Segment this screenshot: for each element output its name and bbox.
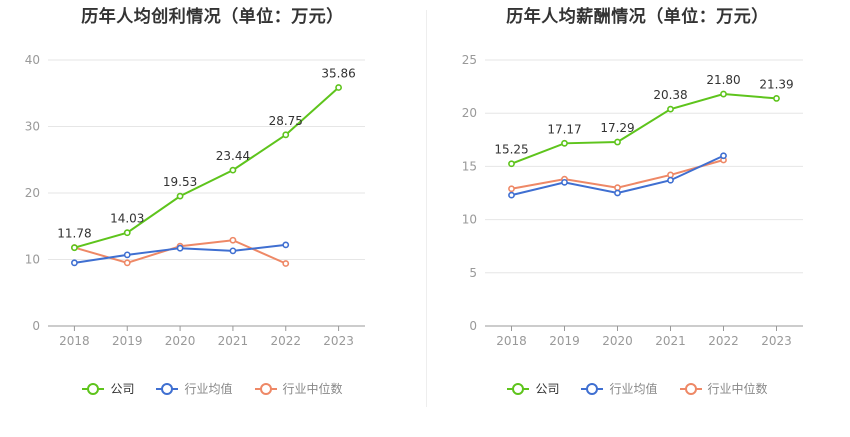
x-tick-label: 2018	[59, 334, 90, 348]
legend-swatch-icon	[254, 382, 277, 395]
data-label: 15.25	[494, 143, 528, 157]
data-label: 19.53	[163, 175, 197, 189]
data-point	[614, 184, 621, 192]
data-point	[176, 192, 184, 200]
data-point	[282, 260, 290, 267]
x-tick-label: 2018	[496, 334, 527, 348]
data-point	[614, 189, 621, 197]
legend-swatch-icon	[507, 382, 530, 395]
x-tick-label: 2019	[549, 334, 580, 348]
data-point	[561, 139, 568, 147]
data-label: 11.78	[57, 227, 91, 241]
y-tick-label: 10	[462, 213, 477, 227]
data-point	[614, 138, 621, 146]
x-tick-label: 2021	[655, 334, 686, 348]
legend-label: 行业中位数	[707, 382, 768, 396]
legend-dot	[259, 382, 272, 395]
data-point	[773, 95, 780, 102]
legend-swatch-icon	[82, 382, 105, 395]
data-label: 28.75	[269, 114, 303, 128]
data-point	[508, 160, 515, 168]
plot-area: 0 10 20 30 40 2018 2019 2020 2021 2022 2023 11.78 14…	[25, 53, 365, 348]
legend-dot	[87, 382, 100, 395]
y-tick-label: 0	[32, 319, 40, 333]
x-tick-label: 2023	[761, 334, 792, 348]
data-label: 21.80	[706, 73, 740, 87]
legend-dot	[512, 382, 525, 395]
legend: 公司 行业均值 行业中位数	[0, 380, 425, 397]
data-label: 20.38	[653, 88, 687, 102]
data-point	[282, 131, 290, 139]
data-label: 14.03	[110, 212, 144, 226]
x-tick-label: 2019	[112, 334, 143, 348]
y-tick-label: 5	[469, 266, 477, 280]
legend-label: 行业均值	[609, 382, 658, 396]
legend-label: 公司	[535, 382, 560, 396]
legend-item[interactable]: 公司	[507, 380, 559, 397]
x-tick-label: 2020	[602, 334, 633, 348]
data-point	[720, 90, 727, 98]
legend-swatch-icon	[156, 382, 179, 395]
data-point	[123, 229, 131, 237]
data-point	[229, 236, 237, 244]
y-tick-label: 30	[25, 120, 40, 134]
legend-label: 公司	[110, 382, 135, 396]
data-point	[508, 185, 515, 193]
legend-item[interactable]: 公司	[82, 380, 134, 397]
y-tick-label: 0	[469, 319, 477, 333]
data-point	[508, 191, 515, 199]
legend-label: 行业中位数	[282, 382, 343, 396]
legend-swatch-icon	[581, 382, 604, 395]
data-label: 21.39	[759, 77, 793, 91]
chart-salary-per-capita: 历年人均薪酬情况（单位：万元） 0 5 10 15 20 25 2018 2019 2020 20…	[425, 0, 850, 437]
data-label: 17.29	[600, 121, 634, 135]
data-point	[282, 241, 290, 249]
legend-item[interactable]: 行业均值	[156, 380, 233, 397]
panel-divider	[426, 10, 427, 407]
data-point	[123, 259, 131, 267]
data-label: 35.86	[321, 67, 355, 81]
chart-title: 历年人均创利情况（单位：万元）	[81, 7, 344, 27]
data-point	[229, 166, 237, 174]
data-point	[335, 84, 342, 91]
legend-dot	[684, 382, 697, 395]
data-point	[667, 171, 674, 179]
x-tick-label: 2020	[165, 334, 196, 348]
x-tick-label: 2022	[270, 334, 301, 348]
x-tick-label: 2021	[218, 334, 249, 348]
legend: 公司 行业均值 行业中位数	[425, 380, 850, 397]
x-tick-label: 2023	[323, 334, 354, 348]
y-tick-label: 25	[462, 53, 477, 67]
data-point	[667, 105, 674, 113]
legend-item[interactable]: 行业中位数	[254, 380, 343, 397]
legend-dot	[161, 382, 174, 395]
data-label: 17.17	[547, 122, 581, 136]
y-tick-label: 20	[25, 186, 40, 200]
plot-area: 0 5 10 15 20 25 2018 2019 2020 2021 2022 2023 15.25 1…	[462, 53, 803, 348]
series-line	[74, 86, 340, 249]
data-point	[176, 244, 184, 252]
data-point	[71, 244, 78, 252]
legend-label: 行业均值	[184, 382, 233, 396]
y-tick-label: 15	[462, 159, 477, 173]
legend-swatch-icon	[679, 382, 702, 395]
chart-profit-per-capita: 历年人均创利情况（单位：万元） 0 10 20 30 40 2018 2019 2020 202…	[0, 7, 425, 397]
series-line	[511, 93, 777, 165]
y-tick-label: 40	[25, 53, 40, 67]
data-point	[229, 247, 237, 255]
data-point	[561, 178, 568, 186]
legend-item[interactable]: 行业均值	[581, 380, 658, 397]
legend-dot	[586, 382, 599, 395]
x-tick-label: 2022	[708, 334, 739, 348]
data-point	[667, 176, 674, 184]
legend-item[interactable]: 行业中位数	[679, 380, 768, 397]
data-label: 23.44	[216, 149, 250, 163]
y-tick-label: 20	[462, 106, 477, 120]
data-point	[720, 152, 727, 160]
data-point	[123, 251, 131, 259]
chart-title: 历年人均薪酬情况（单位：万元）	[506, 7, 769, 27]
y-tick-label: 10	[25, 253, 40, 267]
data-point	[71, 259, 78, 267]
